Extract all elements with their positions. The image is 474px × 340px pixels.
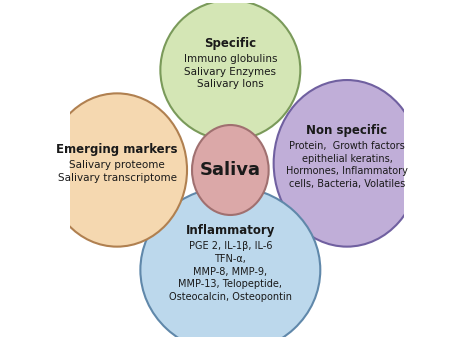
Text: Emerging markers: Emerging markers	[56, 143, 178, 156]
Text: Saliva: Saliva	[200, 161, 261, 179]
Text: Immuno globulins: Immuno globulins	[183, 54, 277, 64]
Text: Protein,  Growth factors: Protein, Growth factors	[289, 141, 405, 151]
Text: Salivary Enzymes: Salivary Enzymes	[184, 67, 276, 77]
Ellipse shape	[192, 125, 269, 215]
Text: Salivary transcriptome: Salivary transcriptome	[57, 173, 176, 183]
Text: Specific: Specific	[204, 37, 256, 50]
Ellipse shape	[160, 0, 301, 140]
Ellipse shape	[140, 187, 320, 340]
Text: epithelial keratins,: epithelial keratins,	[301, 154, 392, 164]
Text: Hormones, Inflammatory: Hormones, Inflammatory	[286, 166, 408, 176]
Ellipse shape	[273, 80, 420, 246]
Text: Salivary proteome: Salivary proteome	[69, 160, 165, 170]
Text: PGE 2, IL-1β, IL-6: PGE 2, IL-1β, IL-6	[189, 241, 272, 251]
Text: MMP-8, MMP-9,: MMP-8, MMP-9,	[193, 267, 267, 277]
Text: cells, Bacteria, Volatiles: cells, Bacteria, Volatiles	[289, 179, 405, 189]
Text: TFN-α,: TFN-α,	[214, 254, 246, 264]
Text: Inflammatory: Inflammatory	[186, 224, 275, 237]
Text: Osteocalcin, Osteopontin: Osteocalcin, Osteopontin	[169, 292, 292, 302]
Text: Salivary Ions: Salivary Ions	[197, 79, 264, 89]
Text: Non specific: Non specific	[306, 123, 388, 137]
Ellipse shape	[47, 94, 187, 246]
Text: MMP-13, Telopeptide,: MMP-13, Telopeptide,	[178, 279, 283, 289]
